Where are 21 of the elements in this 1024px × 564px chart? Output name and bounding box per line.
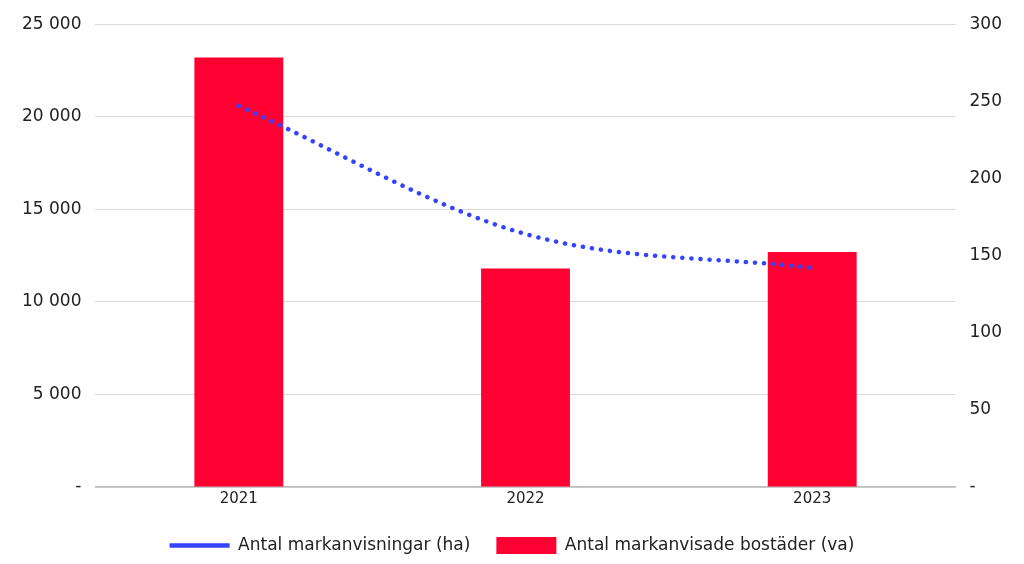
y-tick-label: 25 000: [22, 12, 82, 33]
bar: [194, 57, 284, 487]
y2-tick-label: 100: [969, 321, 1003, 342]
y-tick-label: -: [75, 475, 82, 496]
legend-label: Antal markanvisningar (ha): [238, 533, 471, 554]
y-tick-label: 15 000: [22, 197, 82, 218]
x-tick-label: 2022: [506, 488, 545, 507]
x-tick-label: 2023: [793, 488, 832, 507]
y2-tick-label: 250: [969, 89, 1003, 110]
x-tick-label: 2021: [219, 488, 258, 507]
y2-tick-label: -: [969, 475, 976, 496]
legend-label: Antal markanvisade bostäder (va): [564, 533, 855, 554]
y2-tick-label: 50: [969, 398, 992, 419]
y2-tick-label: 150: [969, 244, 1003, 265]
y2-tick-label: 300: [969, 12, 1003, 33]
bar: [481, 268, 570, 487]
y-tick-label: 20 000: [22, 105, 82, 126]
y2-tick-label: 200: [969, 166, 1003, 187]
y-tick-label: 5 000: [32, 382, 82, 403]
y-tick-label: 10 000: [22, 290, 82, 311]
bar: [767, 251, 857, 487]
